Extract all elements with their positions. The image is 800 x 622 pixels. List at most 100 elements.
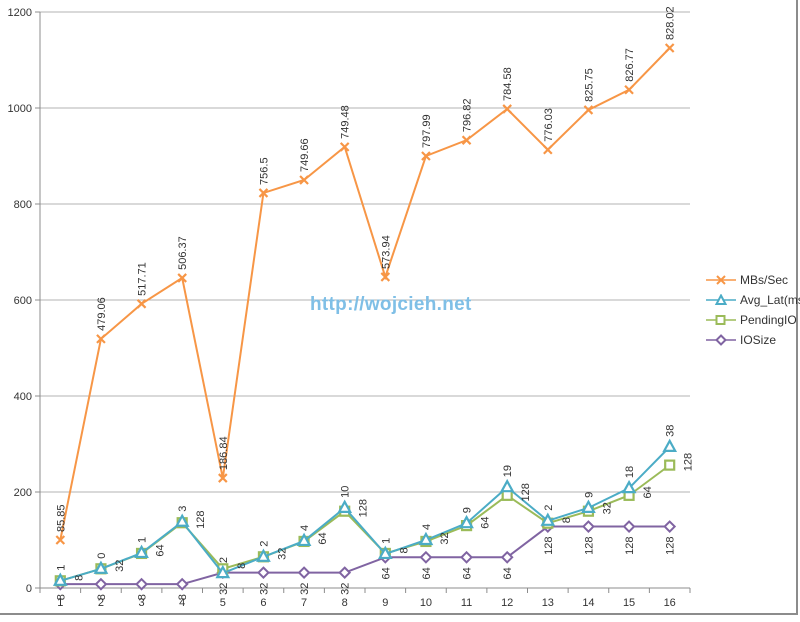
data-label: 32: [299, 583, 311, 595]
x-marker-icon: [583, 105, 594, 115]
diamond-marker-icon: [338, 566, 352, 580]
triangle-marker-icon: [459, 514, 474, 529]
data-label: 128: [543, 537, 555, 555]
data-label: 8: [561, 517, 573, 523]
x-tick-label: 8: [342, 597, 348, 609]
data-label: 8: [96, 594, 108, 600]
data-label: 0: [96, 553, 108, 559]
x-tick-label: 16: [664, 597, 676, 609]
triangle-marker-icon: [377, 545, 393, 560]
legend-item-mbs-sec: MBs/Sec: [706, 270, 800, 290]
x-marker-icon: [177, 273, 187, 283]
x-tick-label: 9: [382, 597, 388, 609]
data-label: 573.94: [380, 235, 392, 269]
x-tick-label: 14: [582, 597, 594, 609]
x-tick-label: 11: [461, 597, 472, 609]
diamond-marker-icon: [622, 520, 636, 533]
data-label: 64: [380, 567, 392, 579]
series-lines: [52, 43, 678, 591]
data-label: 517.71: [137, 262, 149, 296]
data-label: 186.84: [218, 436, 230, 470]
chart-legend: MBs/Sec Avg_Lat(ms) PendingIO IOSize: [706, 270, 800, 350]
x-tick-label: 15: [623, 597, 635, 609]
triangle-marker-icon: [174, 513, 190, 527]
x-tick-label: 13: [542, 597, 554, 609]
square-marker-icon: [664, 459, 676, 471]
y-tick-label: 600: [14, 295, 32, 307]
data-label: 64: [421, 567, 433, 579]
triangle-marker-icon: [296, 532, 312, 547]
square-marker-icon: [706, 315, 736, 325]
x-marker-icon: [55, 535, 66, 545]
data-label: 32: [114, 560, 126, 572]
x-tick-label: 1: [57, 597, 63, 609]
data-label: 128: [624, 537, 636, 555]
triangle-marker-icon: [134, 544, 149, 559]
y-tick-label: 0: [26, 583, 32, 595]
data-label: 825.75: [583, 68, 595, 102]
data-label: 128: [520, 483, 532, 501]
x-marker-icon: [543, 144, 553, 155]
data-label: 1: [137, 537, 149, 543]
data-label: 64: [502, 567, 514, 579]
data-label: 128: [358, 499, 370, 517]
data-label: 2: [218, 557, 230, 563]
data-label: 128: [665, 537, 677, 555]
triangle-marker-icon: [93, 560, 109, 574]
data-label: 32: [601, 502, 613, 514]
data-label: 828.02: [665, 6, 677, 40]
data-label: 128: [195, 511, 207, 529]
data-label: 776.03: [543, 108, 555, 142]
y-tick-label: 1200: [8, 7, 32, 19]
data-label: 2: [543, 505, 555, 511]
data-label: 128: [683, 453, 695, 471]
legend-item-pending-io: PendingIO: [706, 310, 800, 330]
series-avg-lat-ms-: [52, 438, 678, 586]
x-marker-icon: [339, 142, 350, 152]
data-label: 506.37: [177, 236, 189, 270]
x-marker-icon: [299, 175, 309, 185]
data-label: 32: [218, 583, 230, 595]
data-label: 8: [398, 547, 410, 553]
y-tick-label: 400: [14, 391, 32, 403]
data-label: 479.06: [96, 297, 108, 331]
triangle-marker-icon: [256, 548, 271, 562]
diamond-marker-icon: [663, 520, 677, 533]
data-label: 64: [155, 544, 167, 556]
data-label: 64: [642, 486, 654, 498]
data-labels: 85.85 479.06 517.71 506.37 186.84 756.5 749.66…: [55, 6, 694, 600]
data-label: 1: [55, 565, 67, 571]
data-label: 32: [340, 583, 352, 595]
x-tick-label: 4: [179, 597, 185, 609]
diamond-marker-icon: [135, 577, 148, 591]
data-label: 10: [340, 486, 352, 498]
triangle-marker-icon: [499, 478, 515, 493]
data-label: 19: [502, 465, 514, 477]
data-label: 4: [299, 525, 311, 531]
data-label: 749.66: [299, 138, 311, 172]
legend-label: IOSize: [740, 333, 777, 347]
series-mbs-sec: [55, 43, 675, 545]
data-label: 9: [462, 507, 474, 513]
x-marker-icon: [258, 188, 269, 198]
data-label: 749.48: [340, 105, 352, 139]
diamond-marker-icon: [460, 550, 473, 564]
triangle-marker-icon: [581, 499, 596, 513]
data-label: 8: [137, 594, 149, 600]
diamond-marker-icon: [257, 566, 270, 580]
triangle-marker-icon: [52, 572, 68, 586]
x-marker-icon: [136, 299, 147, 309]
data-label: 64: [317, 532, 329, 544]
diamond-marker-icon: [500, 550, 514, 564]
diamond-marker-icon: [94, 577, 108, 591]
data-label: 8: [236, 563, 248, 569]
x-tick-label: 6: [260, 597, 266, 609]
diamond-marker-icon: [706, 334, 736, 346]
y-tick-label: 200: [14, 487, 32, 499]
triangle-marker-icon: [621, 479, 637, 494]
triangle-marker-icon: [662, 438, 678, 452]
x-marker-icon: [624, 84, 634, 95]
gridlines: [40, 11, 690, 493]
data-label: 9: [583, 492, 595, 498]
